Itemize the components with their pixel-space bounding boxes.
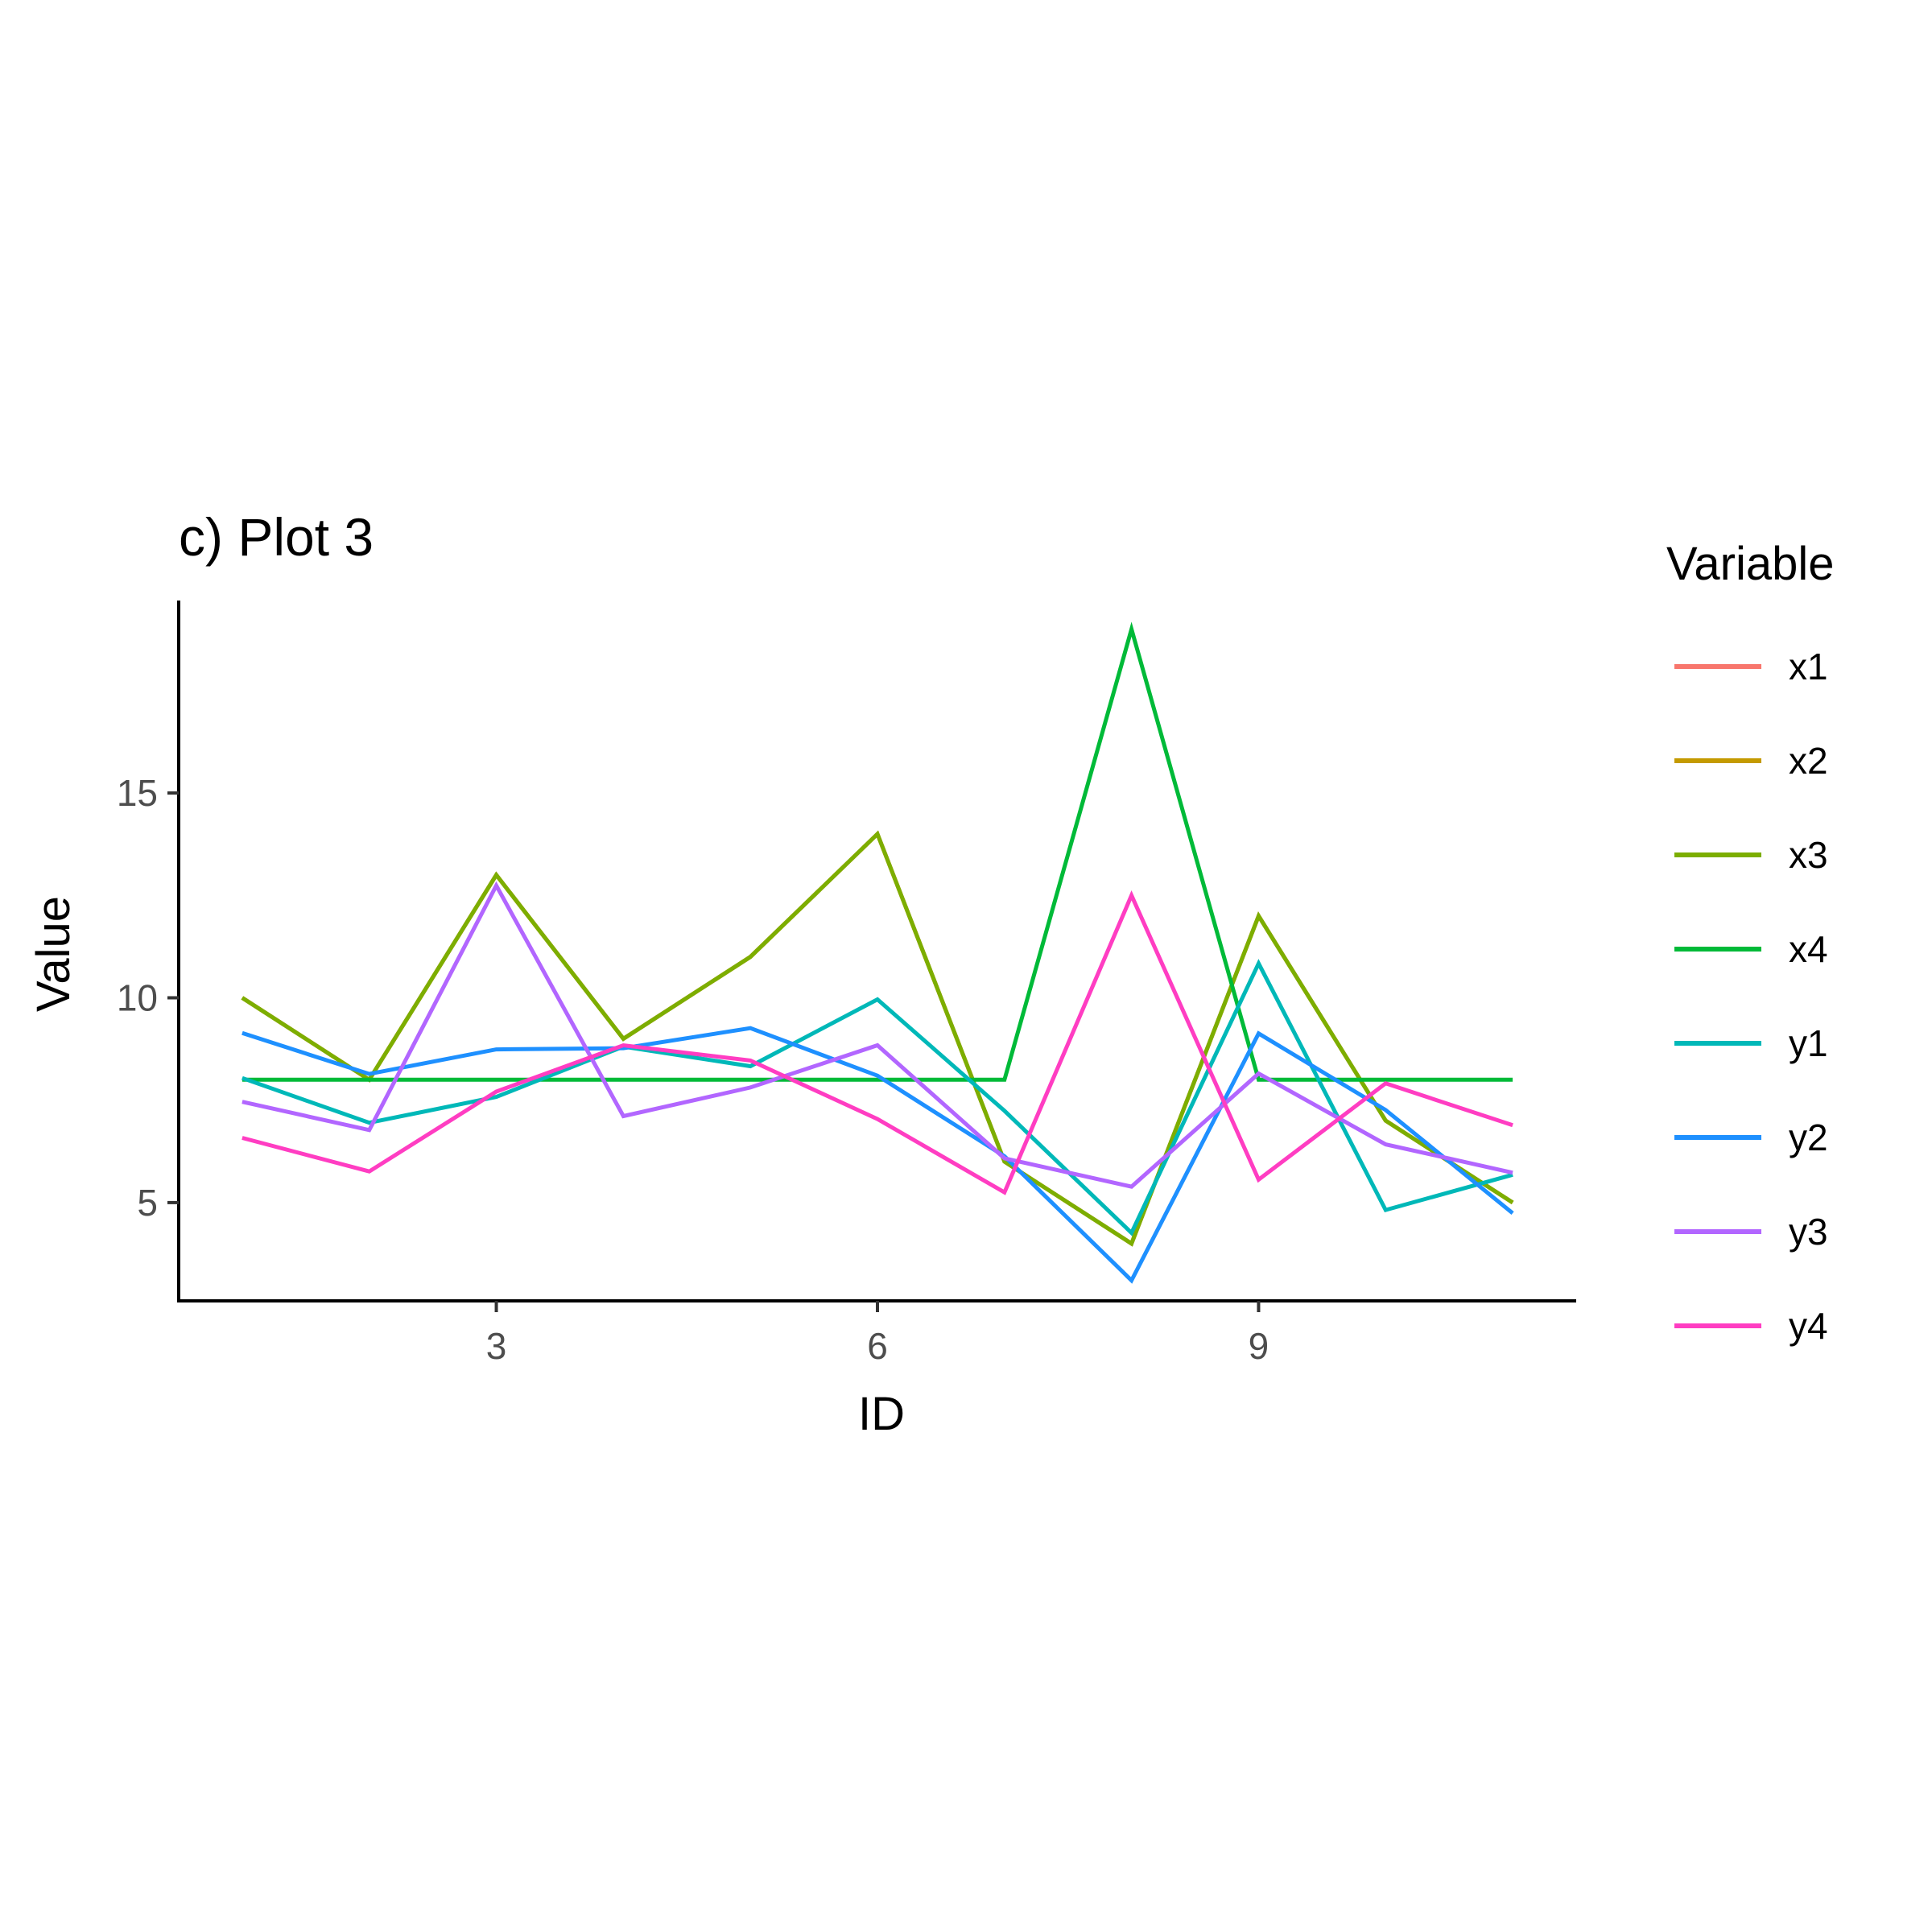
legend-label-y2: y2	[1789, 1117, 1828, 1158]
legend-label-y4: y4	[1789, 1305, 1828, 1347]
legend-items: x1 x2 x3 x4 y1 y2 y3 y4	[1674, 646, 1828, 1347]
legend-item-y2: y2	[1674, 1117, 1828, 1158]
x-tick-label: 6	[867, 1325, 888, 1367]
series-line-y3	[242, 881, 1513, 1189]
series-line-x1	[241, 830, 1514, 1247]
x-tick-label: 3	[486, 1325, 507, 1367]
plot-area: 3 6 9 5 10 15	[117, 601, 1576, 1367]
legend-item-x3: x3	[1674, 834, 1828, 876]
legend-label-x2: x2	[1789, 740, 1828, 782]
legend-item-x4: x4	[1674, 928, 1828, 970]
legend-label-x3: x3	[1789, 834, 1828, 876]
y-tick-label: 15	[117, 772, 158, 814]
legend: Variable x1 x2 x3 x4 y1 y2 y3 y4	[1666, 538, 1835, 1347]
legend-item-x2: x2	[1674, 740, 1828, 782]
legend-label-y1: y1	[1789, 1022, 1828, 1064]
legend-item-y4: y4	[1674, 1305, 1828, 1347]
y-tick-label: 10	[117, 977, 158, 1019]
chart-title: c) Plot 3	[179, 507, 374, 567]
y-axis-ticks: 5 10 15	[117, 772, 179, 1224]
series-line-y1	[242, 959, 1513, 1236]
legend-title: Variable	[1666, 538, 1835, 590]
series-line-y4	[242, 890, 1513, 1195]
legend-item-y1: y1	[1674, 1022, 1828, 1064]
y-tick-label: 5	[137, 1182, 158, 1224]
series-line-y2	[242, 1026, 1514, 1284]
x-tick-label: 9	[1249, 1325, 1269, 1367]
series-line-x2	[241, 830, 1514, 1247]
legend-label-x4: x4	[1789, 928, 1828, 970]
legend-label-x1: x1	[1789, 646, 1828, 687]
x-axis-ticks: 3 6 9	[486, 1301, 1269, 1367]
y-axis-title: Value	[27, 896, 80, 1012]
legend-item-x1: x1	[1674, 646, 1828, 687]
series-line-x4	[242, 621, 1513, 1082]
x-axis-title: ID	[858, 1388, 905, 1440]
series-layer	[241, 621, 1514, 1284]
series-line-x3	[241, 830, 1514, 1247]
legend-label-y3: y3	[1789, 1211, 1828, 1253]
legend-item-y3: y3	[1674, 1211, 1828, 1253]
